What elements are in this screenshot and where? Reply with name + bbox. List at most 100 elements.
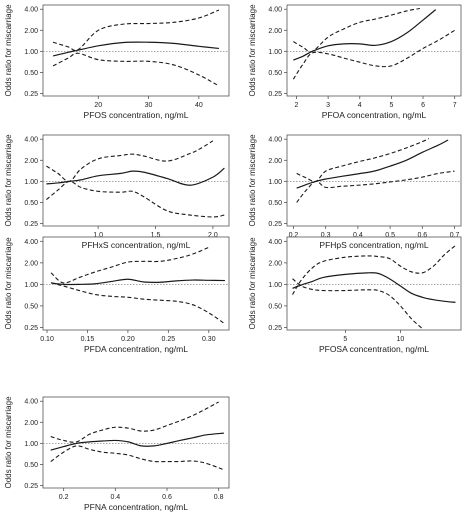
y-tick-label: 1.00 <box>24 282 38 289</box>
y-tick-label: 0.25 <box>24 221 38 228</box>
estimate-line <box>50 432 224 451</box>
ci-lower-line <box>296 170 455 203</box>
x-tick-label: 0.25 <box>162 336 176 343</box>
y-tick-label: 2.00 <box>24 158 38 165</box>
plot-frame <box>286 4 462 97</box>
y-axis-label: Odds ratio for miscarriage <box>248 237 257 330</box>
ci-upper-line <box>50 246 209 284</box>
y-tick-label: 2.00 <box>24 420 38 427</box>
y-tick-label: 0.50 <box>24 70 38 77</box>
x-tick-label: 0.2 <box>59 494 69 501</box>
x-tick-label: 0.4 <box>110 494 120 501</box>
x-tick-label: 0.20 <box>121 336 135 343</box>
plot-frame <box>42 134 230 227</box>
x-axis-label: PFHpS concentration, ng/mL <box>319 240 428 250</box>
ci-upper-line <box>293 7 420 53</box>
x-tick-label: 1.0 <box>93 232 103 239</box>
estimate-line <box>52 41 220 57</box>
y-tick-label: 1.00 <box>24 49 38 56</box>
x-tick-label: 0.5 <box>385 232 395 239</box>
ci-lower-line <box>46 180 225 218</box>
ci-upper-line <box>46 140 214 182</box>
x-tick-label: 1.5 <box>151 232 161 239</box>
y-tick-label: 0.25 <box>268 221 282 228</box>
x-tick-label: 10 <box>397 336 405 343</box>
y-tick-label: 4.00 <box>24 399 38 406</box>
ci-lower-line <box>50 445 225 471</box>
y-tick-label: 2.00 <box>268 28 282 35</box>
x-tick-label: 2.0 <box>208 232 218 239</box>
x-tick-label: 0.15 <box>81 336 95 343</box>
estimate-line <box>296 139 449 189</box>
x-tick-label: 0.2 <box>289 232 299 239</box>
ci-upper-line <box>52 9 220 52</box>
y-tick-label: 2.00 <box>24 28 38 35</box>
y-tick-label: 4.00 <box>268 137 282 144</box>
plot-frame <box>42 396 230 489</box>
estimate-line <box>51 278 225 286</box>
y-tick-label: 0.50 <box>268 70 282 77</box>
chart-panel: 0.25 0.50 1.00 2.00 4.00 2 3 4 5 6 7 PFOA concentra… <box>248 4 462 120</box>
y-axis-label: Odds ratio for miscarriage <box>248 4 257 97</box>
x-tick-label: 0.10 <box>40 336 54 343</box>
y-tick-label: 1.00 <box>268 282 282 289</box>
y-tick-label: 0.25 <box>268 91 282 98</box>
y-tick-label: 0.50 <box>24 303 38 310</box>
chart-panel: 0.25 0.50 1.00 2.00 4.00 20 30 40 PFOS concentra… <box>4 4 230 120</box>
y-tick-label: 2.00 <box>268 260 282 267</box>
y-tick-label: 2.00 <box>24 260 38 267</box>
x-tick-label: 0.4 <box>353 232 363 239</box>
y-axis-label: Odds ratio for miscarriage <box>4 237 13 330</box>
x-axis-label: PFHxS concentration, ng/mL <box>82 240 191 250</box>
y-tick-label: 1.00 <box>268 49 282 56</box>
y-tick-label: 1.00 <box>24 441 38 448</box>
x-axis-label: PFNA concentration, ng/mL <box>84 502 188 512</box>
plot-frame <box>42 236 230 331</box>
x-tick-label: 7 <box>453 102 457 109</box>
estimate-line <box>293 9 437 61</box>
ci-upper-line <box>292 245 456 295</box>
ci-lower-line <box>292 29 455 80</box>
x-tick-label: 0.7 <box>450 232 460 239</box>
x-tick-label: 5 <box>389 102 393 109</box>
x-tick-label: 0.8 <box>214 494 224 501</box>
ci-upper-line <box>296 138 430 183</box>
x-tick-label: 30 <box>145 102 153 109</box>
y-tick-label: 2.00 <box>268 158 282 165</box>
ci-upper-line <box>50 401 219 443</box>
y-axis-label: Odds ratio for miscarriage <box>248 134 257 227</box>
y-tick-label: 4.00 <box>268 7 282 14</box>
chart-panel: 0.25 0.50 1.00 2.00 4.00 0.2 0.4 0.6 0.8 PFNA con… <box>4 396 230 512</box>
y-tick-label: 0.25 <box>268 325 282 332</box>
ci-lower-line <box>50 282 226 325</box>
x-tick-label: 0.6 <box>417 232 427 239</box>
x-axis-label: PFOS concentration, ng/mL <box>84 110 189 120</box>
chart-panel: 0.25 0.50 1.00 2.00 4.00 0.10 0.15 0.20 0.25 0.30… <box>4 236 230 354</box>
x-tick-label: 20 <box>94 102 102 109</box>
x-tick-label: 4 <box>358 102 362 109</box>
y-tick-label: 0.50 <box>24 200 38 207</box>
y-tick-label: 0.25 <box>24 325 38 332</box>
x-tick-label: 0.3 <box>321 232 331 239</box>
y-axis-label: Odds ratio for miscarriage <box>4 134 13 227</box>
y-tick-label: 0.50 <box>268 303 282 310</box>
estimate-line <box>292 272 456 303</box>
y-tick-label: 4.00 <box>24 239 38 246</box>
y-tick-label: 4.00 <box>268 239 282 246</box>
y-tick-label: 1.00 <box>24 179 38 186</box>
ci-lower-line <box>52 52 220 87</box>
x-tick-label: 0.30 <box>202 336 216 343</box>
y-tick-label: 1.00 <box>268 179 282 186</box>
y-tick-label: 0.50 <box>268 200 282 207</box>
y-tick-label: 0.25 <box>24 91 38 98</box>
plot-frame <box>286 236 462 331</box>
x-tick-label: 2 <box>295 102 299 109</box>
x-tick-label: 0.6 <box>162 494 172 501</box>
y-tick-label: 0.25 <box>24 483 38 490</box>
x-axis-label: PFDA concentration, ng/mL <box>84 344 188 354</box>
y-axis-label: Odds ratio for miscarriage <box>4 4 13 97</box>
plot-frame <box>286 134 462 227</box>
y-axis-label: Odds ratio for miscarriage <box>4 396 13 489</box>
